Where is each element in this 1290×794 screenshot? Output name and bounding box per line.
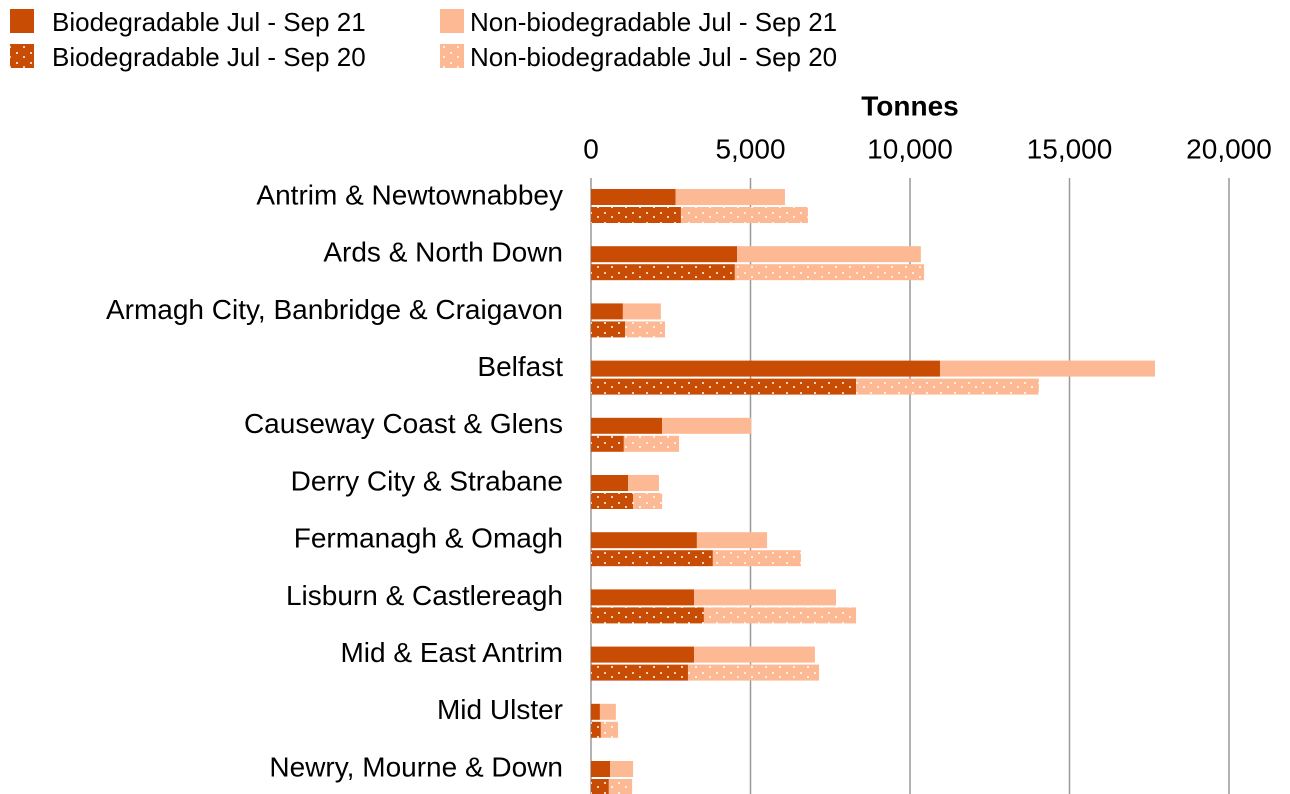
bar-segment [591, 303, 623, 320]
bar-segment [737, 246, 921, 263]
bar-segment [591, 417, 663, 434]
bar-segment [591, 493, 634, 509]
bar-segment [694, 646, 815, 663]
legend-swatch [440, 9, 464, 33]
x-tick-label: 15,000 [1027, 133, 1113, 164]
x-tick-label: 10,000 [867, 133, 953, 164]
category-label: Antrim & Newtownabbey [256, 179, 563, 210]
bar-segment [623, 435, 680, 452]
bar-segment [591, 264, 735, 281]
bar-segment [712, 550, 801, 567]
bar-segment [599, 703, 616, 720]
category-label: Causeway Coast & Glens [244, 408, 563, 439]
x-tick-label: 20,000 [1186, 133, 1272, 164]
legend-swatch [440, 44, 464, 68]
category-label: Newry, Mourne & Down [269, 751, 563, 782]
bar-segment [734, 264, 925, 281]
legend-label: Non-biodegradable Jul - Sep 21 [470, 7, 837, 37]
bar-segment [591, 378, 857, 395]
bar-segment [680, 207, 808, 223]
bar-segment [591, 246, 738, 263]
bar-segment [591, 550, 713, 567]
category-label: Ards & North Down [323, 237, 563, 268]
legend-label: Biodegradable Jul - Sep 20 [52, 42, 366, 72]
bar-segment [625, 321, 666, 338]
bar-segment [703, 607, 857, 624]
category-label: Derry City & Strabane [291, 465, 563, 496]
bar-segment [591, 435, 624, 452]
bar-segment [662, 417, 752, 434]
bar-segment [591, 532, 697, 549]
bar-segment [591, 360, 940, 377]
bar-segment [610, 761, 634, 777]
legend-swatch [10, 44, 34, 68]
bar-segment [628, 475, 659, 491]
bar-segment [633, 493, 663, 509]
axis-title: Tonnes [861, 90, 958, 121]
bar-segment [591, 321, 626, 338]
bar-segment [694, 589, 836, 606]
legend-swatch [10, 9, 34, 33]
bar-segment [591, 721, 601, 738]
category-label: Fermanagh & Omagh [294, 523, 563, 554]
category-label: Armagh City, Banbridge & Craigavon [106, 294, 563, 325]
bar-segment [675, 189, 785, 205]
legend-label: Biodegradable Jul - Sep 21 [52, 7, 366, 37]
x-tick-label: 5,000 [715, 133, 785, 164]
bar-segment [622, 303, 661, 320]
bar-segment [591, 189, 676, 205]
legend-label: Non-biodegradable Jul - Sep 20 [470, 42, 837, 72]
bar-segment [591, 207, 681, 223]
bar-segment [687, 664, 820, 681]
bar-segment [591, 761, 611, 777]
bar-segment [939, 360, 1155, 377]
category-label: Mid & East Antrim [340, 637, 563, 668]
category-label: Lisburn & Castlereagh [286, 580, 563, 611]
bar-segment [600, 721, 619, 738]
bar-segment [591, 607, 704, 624]
bar-segment [591, 664, 688, 681]
bar-segment [591, 589, 695, 606]
bar-segment [591, 779, 609, 794]
category-label: Mid Ulster [437, 694, 563, 725]
category-label: Belfast [477, 351, 563, 382]
x-tick-label: 0 [583, 133, 599, 164]
bar-segment [591, 475, 629, 491]
bar-segment [591, 703, 600, 720]
bar-segment [696, 532, 768, 549]
bar-segment [591, 646, 695, 663]
bar-segment [608, 779, 633, 794]
bar-segment [856, 378, 1039, 395]
